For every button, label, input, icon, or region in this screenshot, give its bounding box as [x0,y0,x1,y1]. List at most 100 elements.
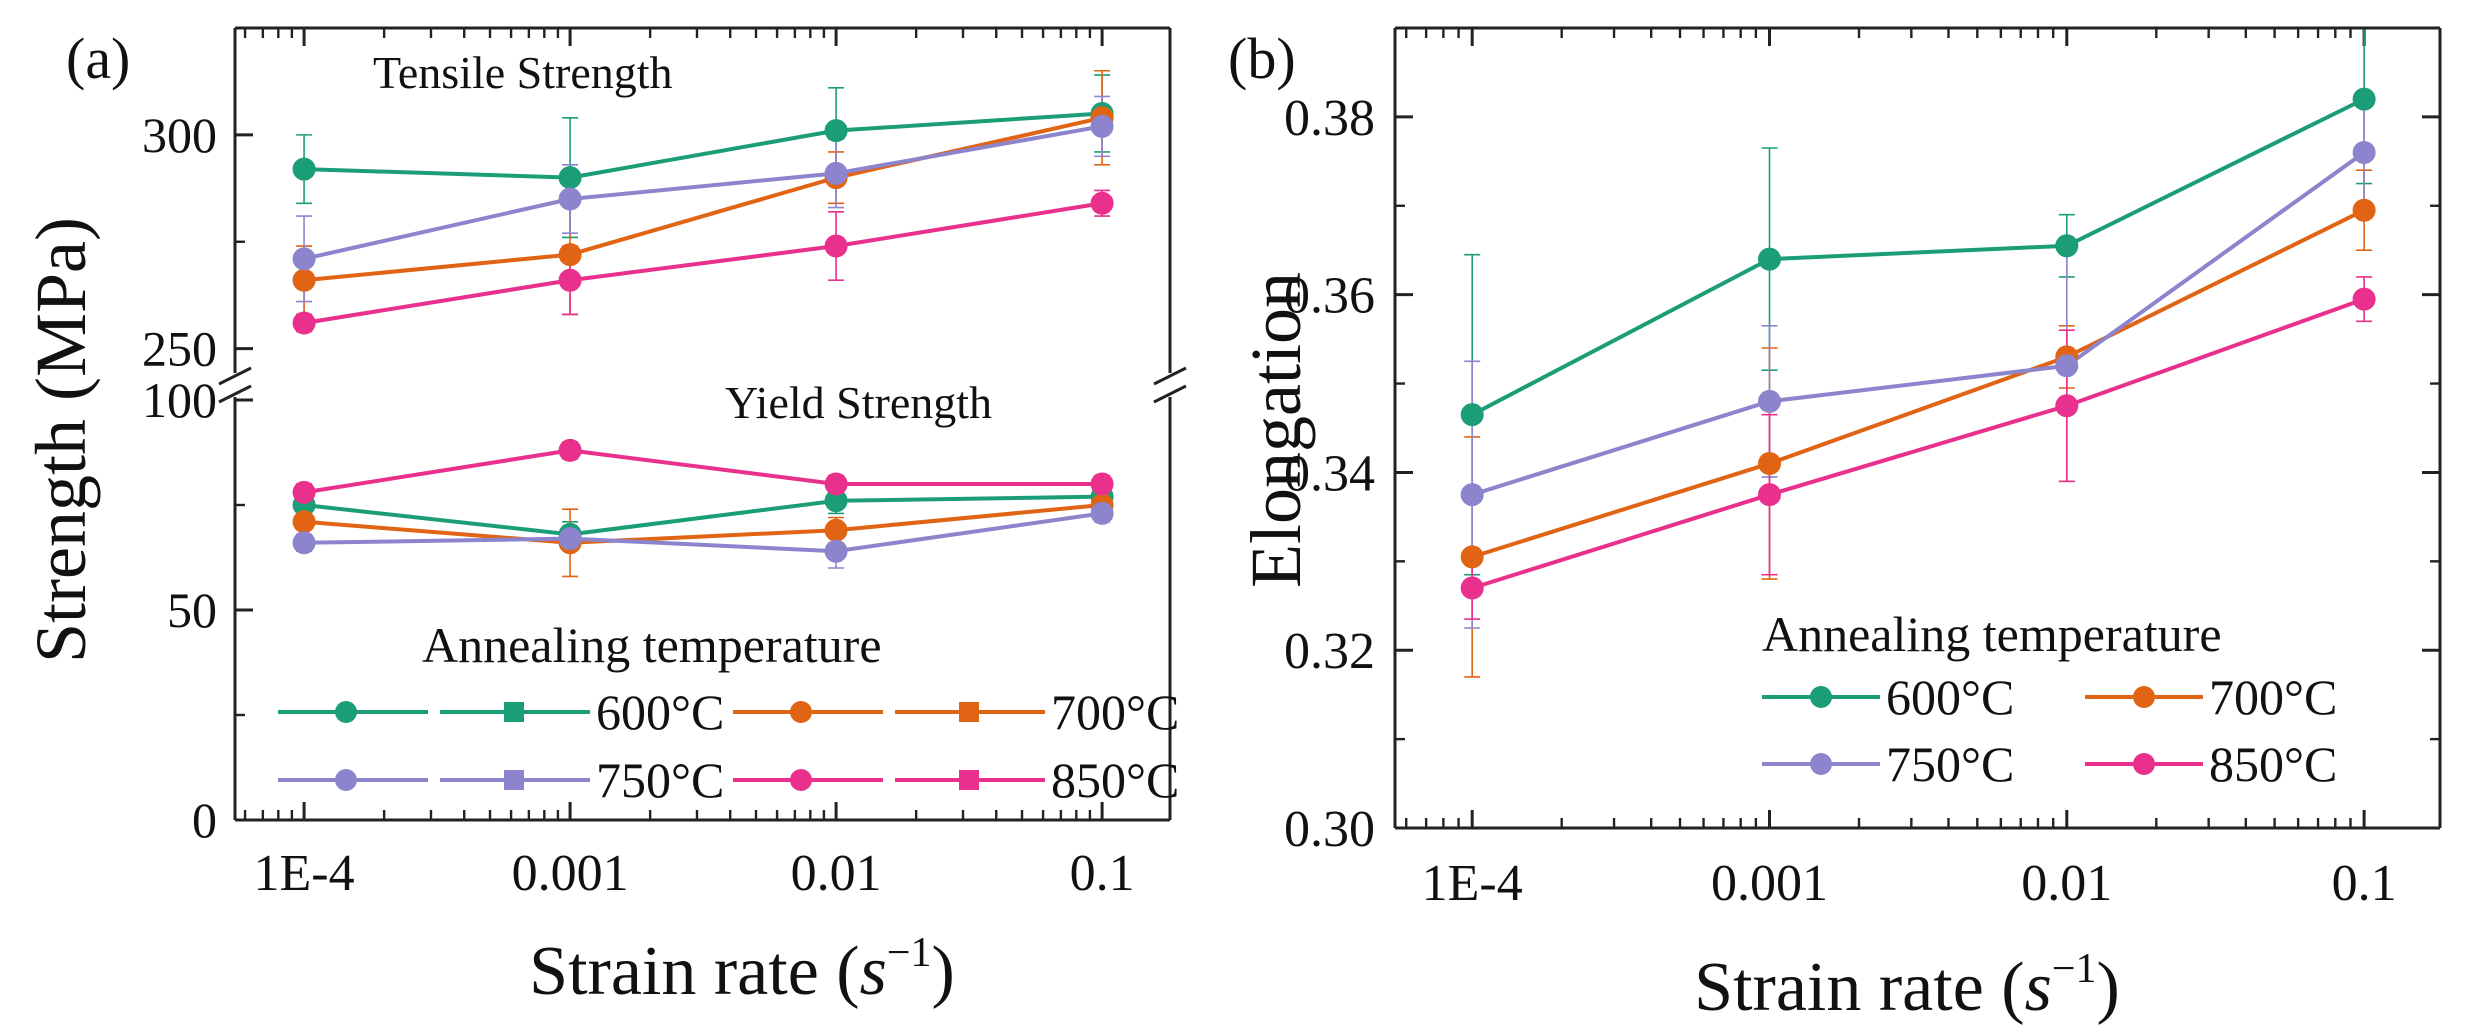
panel-b-legend-entry-850: 850°C [2085,736,2337,792]
panel-a-legend: 600°C 700°C 750°C 850°C [278,684,1179,808]
panel-a-tensile-line-600 [304,111,1103,180]
panel-b-line-850 [1471,297,2365,590]
panel-a-yield-point-850 [1090,472,1114,496]
panel-a-legend-label: 750°C [596,752,724,808]
panel-b-x-tick-label: 0.001 [1711,855,1828,912]
panel-b-axis-ticks: 1E-4 0.001 0.01 0.1 0.30 0.32 0.34 0.36 0.38 [1284,28,2440,912]
panel-a-legend-entry-700: 700°C [733,684,1179,740]
panel-b-point-700 [1460,545,1484,569]
panel-a-legend-marker-circle [335,769,357,791]
panel-a-y-axis-label: Strength (MPa) [21,217,101,663]
panel-a-tensile-line-750 [303,124,1103,261]
panel-b-point-750 [2352,140,2376,164]
panel-b-point-750 [1460,483,1484,507]
panel-b-y-tick-label: 0.38 [1284,90,1375,147]
panel-b-point-700 [2352,198,2376,222]
panel-b-point-750 [1757,389,1781,413]
panel-a-label: (a) [66,26,130,91]
panel-a-break-mark-right-upper [1153,366,1187,386]
panel-a-yield-line-850 [303,448,1103,495]
panel-b-point-600 [2352,87,2376,111]
panel-a-tensile-line-700 [303,115,1103,283]
panel-a-yield-point-700 [292,510,316,534]
panel-b-legend-marker [2133,753,2155,775]
panel-b-series-lines [1471,97,2366,590]
panel-a-tensile-point-750 [824,161,848,185]
panel-a-x-tick-label: 0.1 [1070,845,1135,902]
panel-a-xlabel-symbol: s [860,933,887,1010]
panel-a-legend-marker-square [504,770,524,790]
panel-b-y-tick-label: 0.30 [1284,801,1375,858]
panel-b-xlabel-close: ) [2097,949,2120,1026]
panel-a-legend-marker-square [959,770,979,790]
panel-b-point-600 [1757,247,1781,271]
panel-a-tensile-annotation: Tensile Strength [373,47,673,98]
panel-b-point-750 [2055,354,2079,378]
panel-b-y-axis-label: Elongation [1236,272,1316,588]
panel-b-point-600 [1460,403,1484,427]
panel-a-yield-point-850 [558,438,582,462]
panel-a-legend-title: Annealing temperature [422,617,882,673]
panel-b-legend-label: 850°C [2209,736,2337,792]
panel-b-xlabel-main: Strain rate ( [1694,949,2024,1026]
panel-a-tensile-point-850 [558,268,582,292]
panel-a-y-tick-label: 100 [142,372,217,428]
panel-b-x-tick-label: 0.1 [2332,855,2397,912]
panel-a-break-mark-right-lower [1153,384,1187,404]
panel-a-tensile-point-600 [824,119,848,143]
panel-b-point-850 [2352,287,2376,311]
panel-b-axes-frame [1393,26,2442,830]
panel-b-error-bars [1464,27,2373,678]
panel-b-legend-marker [2133,686,2155,708]
panel-b-legend-entry-750: 750°C [1762,736,2014,792]
panel-a-legend-label: 700°C [1051,684,1179,740]
panel-a-xlabel-close: ) [932,933,955,1010]
panel-b-y-tick-label: 0.36 [1284,268,1375,325]
panel-b-point-850 [2055,394,2079,418]
panel-a-y-tick-label: 50 [167,582,217,638]
panel-b-line-700 [1471,208,2365,559]
panel-b-y-tick-label: 0.32 [1284,623,1375,680]
panel-a-tensile-point-750 [1090,114,1114,138]
panel-b-legend-marker [1810,753,1832,775]
panel-a-yield-point-850 [292,480,316,504]
panel-a-yield-line-600 [303,494,1103,537]
panel-a-x-tick-label: 0.01 [791,845,882,902]
panel-a-yield-point-750 [1090,501,1114,525]
panel-a-yield-point-750 [558,527,582,551]
panel-a-legend-entry-750: 750°C [278,752,724,808]
panel-a-tensile-point-700 [292,268,316,292]
panel-a-legend-label: 850°C [1051,752,1179,808]
panel-b: (b) Elongation Strain rate (s−1) Anneali… [1228,26,2442,1026]
panel-b-point-600 [2055,234,2079,258]
panel-b-legend-label: 700°C [2209,669,2337,725]
panel-a-axes-frame [215,26,1190,822]
panel-a-y-tick-label: 250 [142,321,217,377]
panel-a-legend-entry-600: 600°C [278,684,724,740]
panel-b-legend-title: Annealing temperature [1762,606,2222,662]
panel-a-x-tick-label: 1E-4 [254,845,355,902]
panel-b-xlabel-symbol: s [2025,949,2052,1026]
panel-a-x-tick-label: 0.001 [512,845,629,902]
panel-b-line-750 [1471,150,2366,497]
panel-a-tensile-point-700 [558,243,582,267]
panel-b-legend-marker [1810,686,1832,708]
panel-b-point-700 [1757,452,1781,476]
panel-a-tensile-point-750 [558,187,582,211]
panel-a-tensile-line-850 [303,201,1103,325]
panel-a-break-mark-left-upper [218,366,252,386]
panel-b-x-tick-label: 0.01 [2021,855,2112,912]
panel-a-y-tick-label: 0 [192,792,217,848]
panel-a-yield-point-750 [292,531,316,555]
panel-a: (a) Tensile Strength Yield Strength Stre… [21,26,1190,1010]
panel-b-x-axis-label: Strain rate (s−1) [1694,946,2120,1026]
panel-a-legend-marker-circle [790,701,812,723]
panel-b-xlabel-exponent: −1 [2052,946,2097,992]
panel-b-line-600 [1471,97,2365,417]
panel-a-tensile-point-600 [292,157,316,181]
panel-b-x-tick-label: 1E-4 [1422,855,1523,912]
panel-a-tensile-point-600 [558,166,582,190]
panel-a-yield-point-750 [824,539,848,563]
